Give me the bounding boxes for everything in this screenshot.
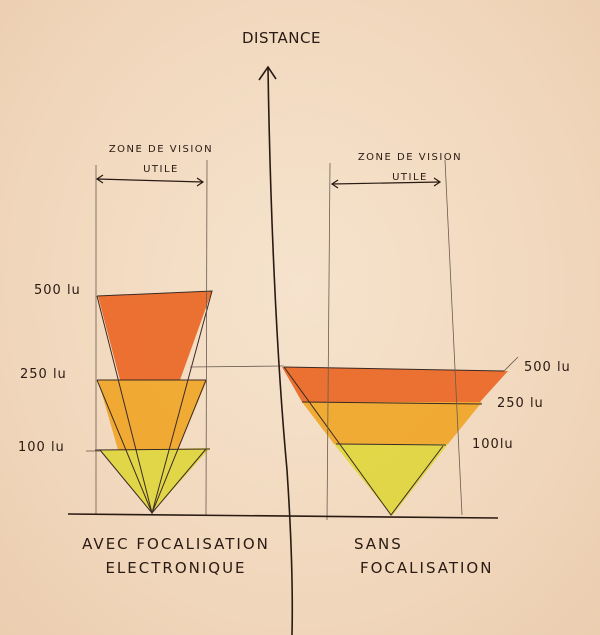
right-zone-arrow	[330, 177, 442, 189]
right-band-100	[334, 444, 448, 516]
left-zone-label-line1: ZONE DE VISION	[108, 144, 214, 155]
left-level-100: 100 lu	[18, 440, 65, 455]
right-cone-without-focus	[282, 356, 519, 516]
left-band-500	[98, 291, 212, 380]
right-caption-line1: SANS	[354, 535, 403, 553]
left-level-250: 250 lu	[20, 367, 67, 382]
right-band-500	[282, 367, 508, 402]
level-link-250	[189, 365, 285, 368]
right-zone-label-line2: UTILE	[392, 172, 428, 183]
axis-label-distance: DISTANCE	[242, 29, 321, 47]
left-level-500: 500 lu	[34, 283, 81, 298]
distance-axis	[258, 65, 294, 635]
right-caption-line2: FOCALISATION	[360, 559, 494, 577]
right-band-250	[302, 402, 482, 444]
left-caption-line1: AVEC FOCALISATION	[82, 535, 270, 553]
left-band-100	[100, 448, 210, 513]
right-caption: SANS FOCALISATION	[348, 532, 498, 580]
right-level-100: 100lu	[472, 437, 514, 452]
left-guide-right	[205, 159, 208, 516]
left-band-250	[98, 380, 207, 450]
left-caption: AVEC FOCALISATION ELECTRONIQUE	[70, 532, 282, 580]
left-caption-line2: ELECTRONIQUE	[105, 559, 247, 577]
ground-line	[67, 513, 499, 519]
right-level-500: 500 lu	[524, 360, 571, 375]
left-zone-label-line2: UTILE	[143, 164, 179, 175]
left-zone-label: ZONE DE VISION UTILE	[96, 140, 226, 180]
right-level-250: 250 lu	[497, 396, 544, 411]
left-zone-arrow	[95, 174, 205, 187]
right-guide-left	[326, 162, 331, 521]
right-guide-right	[444, 159, 463, 516]
right-zone-label-line1: ZONE DE VISION	[357, 152, 463, 163]
left-cone-with-focus	[94, 290, 213, 515]
right-zone-label: ZONE DE VISION UTILE	[330, 148, 490, 188]
